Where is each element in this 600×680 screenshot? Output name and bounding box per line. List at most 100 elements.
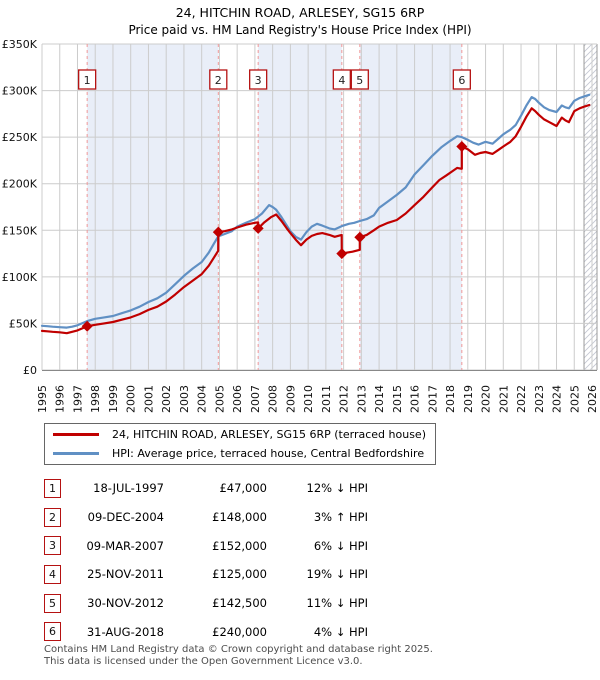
x-tick-label: 2022 bbox=[515, 385, 528, 413]
legend-item-price-paid: 24, HITCHIN ROAD, ARLESEY, SG15 6RP (ter… bbox=[53, 427, 435, 442]
sale-date: 25-NOV-2011 bbox=[87, 567, 164, 582]
sale-price: £47,000 bbox=[219, 481, 267, 496]
x-tick-label: 2013 bbox=[355, 385, 368, 413]
x-tick-label: 1999 bbox=[107, 385, 120, 413]
y-tick-label: £50K bbox=[9, 317, 38, 330]
hpi-line bbox=[40, 93, 591, 329]
x-tick-label: 2007 bbox=[249, 385, 262, 413]
x-tick-label: 2005 bbox=[213, 385, 226, 413]
sale-hpi-diff: 4% ↓ HPI bbox=[313, 624, 368, 639]
sale-number-box-label: 6 bbox=[458, 74, 465, 87]
sale-number-badge: 3 bbox=[44, 536, 61, 556]
x-tick-label: 2008 bbox=[267, 385, 280, 413]
sale-point-marker bbox=[252, 222, 264, 234]
sale-point-marker bbox=[212, 226, 224, 238]
sale-point-marker bbox=[81, 320, 93, 332]
sale-date: 30-NOV-2012 bbox=[87, 596, 164, 611]
x-tick-label: 2018 bbox=[444, 385, 457, 413]
sale-number-badge: 4 bbox=[44, 564, 61, 584]
y-tick-label: £250K bbox=[2, 131, 38, 144]
y-tick-label: £0 bbox=[23, 364, 37, 377]
x-tick-label: 1995 bbox=[36, 385, 49, 413]
license-note: Contains HM Land Registry data © Crown c… bbox=[44, 644, 433, 667]
sale-price: £152,000 bbox=[212, 538, 267, 553]
x-tick-label: 2017 bbox=[426, 385, 439, 413]
x-tick-label: 2024 bbox=[551, 385, 564, 413]
sale-number-box bbox=[452, 69, 471, 90]
chart-legend: 24, HITCHIN ROAD, ARLESEY, SG15 6RP (ter… bbox=[44, 423, 436, 465]
table-row: 6 31-AUG-2018 £240,000 4% ↓ HPI bbox=[44, 617, 374, 646]
x-tick-label: 2003 bbox=[178, 385, 191, 413]
sale-point-marker bbox=[354, 231, 366, 243]
sale-number-box bbox=[332, 69, 351, 90]
x-tick-label: 2000 bbox=[125, 385, 138, 413]
sale-number-box-label: 2 bbox=[215, 74, 222, 87]
table-row: 5 30-NOV-2012 £142,500 11% ↓ HPI bbox=[44, 589, 374, 618]
sale-date: 09-DEC-2004 bbox=[87, 510, 164, 525]
sale-hpi-diff: 12% ↓ HPI bbox=[306, 481, 368, 496]
future-hatch-band bbox=[583, 44, 598, 370]
x-tick-label: 2014 bbox=[373, 385, 386, 413]
sale-date: 18-JUL-1997 bbox=[93, 481, 164, 496]
sale-point-marker bbox=[336, 248, 348, 260]
y-tick-label: £300K bbox=[2, 85, 38, 98]
legend-label: HPI: Average price, terraced house, Cent… bbox=[112, 447, 425, 460]
y-axis-labels: £0 £50K £100K £150K £200K £250K £300K £350K bbox=[2, 38, 38, 377]
sales-table: 1 18-JUL-1997 £47,000 12% ↓ HPI 2 09-DEC… bbox=[44, 474, 374, 646]
x-tick-label: 2004 bbox=[196, 385, 209, 413]
license-line-2: This data is licensed under the Open Gov… bbox=[44, 655, 363, 667]
sale-number-box bbox=[209, 69, 228, 90]
sale-date: 09-MAR-2007 bbox=[86, 538, 164, 553]
sale-price: £148,000 bbox=[212, 510, 267, 525]
x-tick-label: 2021 bbox=[497, 385, 510, 413]
x-tick-label: 2025 bbox=[568, 385, 581, 413]
sale-number-badge: 2 bbox=[44, 507, 61, 527]
sale-number-box-label: 5 bbox=[356, 74, 363, 87]
sale-number-box-label: 4 bbox=[338, 74, 345, 87]
table-row: 3 09-MAR-2007 £152,000 6% ↓ HPI bbox=[44, 531, 374, 560]
sale-number-box bbox=[350, 69, 369, 90]
x-tick-label: 1997 bbox=[71, 385, 84, 413]
sale-number-badge: 6 bbox=[44, 622, 61, 642]
y-tick-label: £100K bbox=[2, 271, 38, 284]
x-tick-label: 2012 bbox=[338, 385, 351, 413]
x-tick-label: 2020 bbox=[480, 385, 493, 413]
sale-number-badge: 1 bbox=[44, 478, 61, 498]
price-paid-line-swatch bbox=[53, 433, 99, 436]
x-tick-label: 2011 bbox=[320, 385, 333, 413]
sale-number-badge: 5 bbox=[44, 593, 61, 613]
x-tick-label: 2015 bbox=[391, 385, 404, 413]
legend-item-hpi: HPI: Average price, terraced house, Cent… bbox=[53, 446, 435, 461]
sale-price: £142,500 bbox=[212, 596, 267, 611]
sale-number-box-label: 1 bbox=[84, 74, 91, 87]
legend-label: 24, HITCHIN ROAD, ARLESEY, SG15 6RP (ter… bbox=[112, 428, 426, 441]
x-tick-label: 2010 bbox=[302, 385, 315, 413]
y-tick-label: £200K bbox=[2, 178, 38, 191]
sale-hpi-diff: 11% ↓ HPI bbox=[306, 596, 368, 611]
sale-date-lines bbox=[86, 44, 463, 370]
sale-number-box bbox=[78, 69, 97, 90]
table-row: 4 25-NOV-2011 £125,000 19% ↓ HPI bbox=[44, 560, 374, 589]
sale-hpi-diff: 3% ↑ HPI bbox=[313, 510, 368, 525]
x-tick-label: 2001 bbox=[142, 385, 155, 413]
x-tick-label: 2002 bbox=[160, 385, 173, 413]
x-tick-label: 1996 bbox=[54, 385, 67, 413]
y-tick-label: £350K bbox=[2, 38, 38, 51]
sale-number-box bbox=[249, 69, 268, 90]
page-subtitle: Price paid vs. HM Land Registry's House … bbox=[128, 23, 472, 37]
sale-point-marker bbox=[456, 140, 468, 152]
table-row: 2 09-DEC-2004 £148,000 3% ↑ HPI bbox=[44, 503, 374, 532]
x-tick-label: 2009 bbox=[284, 385, 297, 413]
x-tick-label: 1998 bbox=[89, 385, 102, 413]
ownership-shaded-spans bbox=[87, 44, 462, 370]
sale-date: 31-AUG-2018 bbox=[86, 624, 164, 639]
x-tick-label: 2023 bbox=[533, 385, 546, 413]
table-row: 1 18-JUL-1997 £47,000 12% ↓ HPI bbox=[44, 474, 374, 503]
sale-price: £125,000 bbox=[212, 567, 267, 582]
x-tick-label: 2006 bbox=[231, 385, 244, 413]
hpi-line-swatch bbox=[53, 452, 99, 455]
sale-hpi-diff: 6% ↓ HPI bbox=[313, 538, 368, 553]
x-tick-label: 2026 bbox=[586, 385, 599, 413]
price-history-chart: £0 £50K £100K £150K £200K £250K £300K £350K 1995… bbox=[2, 38, 599, 413]
